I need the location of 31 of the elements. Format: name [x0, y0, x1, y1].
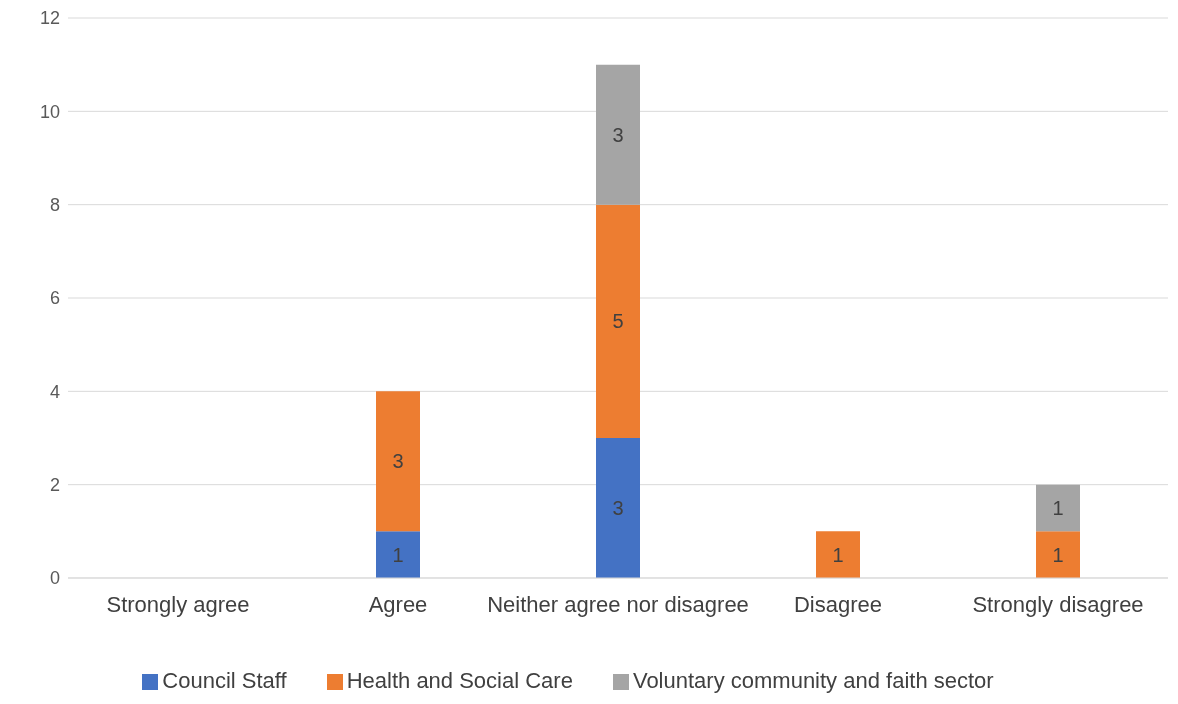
bar	[376, 391, 420, 532]
x-tick-label: Neither agree nor disagree	[487, 591, 749, 617]
bar	[1036, 484, 1080, 532]
bar	[596, 64, 640, 205]
data-label: 1	[832, 543, 844, 566]
y-tick-label: 8	[49, 195, 60, 216]
y-tick-label: 4	[49, 381, 60, 402]
bar	[596, 204, 640, 438]
bar	[596, 438, 640, 578]
legend-label: Voluntary community and faith sector	[632, 668, 994, 693]
x-tick-label: Disagree	[793, 591, 883, 617]
legend-label: Council Staff	[162, 668, 287, 693]
y-tick-label: 2	[49, 475, 60, 496]
bar	[1036, 531, 1080, 578]
y-tick-label: 12	[39, 8, 60, 29]
data-label: 5	[612, 310, 624, 333]
data-label: 1	[1052, 543, 1064, 566]
x-tick-label: Strongly disagree	[972, 591, 1144, 617]
y-tick-label: 0	[49, 568, 60, 589]
data-label: 3	[612, 497, 624, 520]
y-tick-label: 10	[39, 101, 60, 122]
legend-label: Health and Social Care	[346, 668, 573, 693]
data-label: 1	[392, 543, 404, 566]
data-label: 3	[612, 123, 624, 146]
x-tick-label: Strongly agree	[106, 591, 250, 617]
data-label: 1	[1052, 497, 1064, 520]
data-label: 3	[392, 450, 404, 473]
bar	[376, 531, 420, 578]
y-tick-label: 6	[49, 288, 60, 309]
bar	[816, 531, 860, 578]
x-tick-label: Agree	[368, 591, 428, 617]
